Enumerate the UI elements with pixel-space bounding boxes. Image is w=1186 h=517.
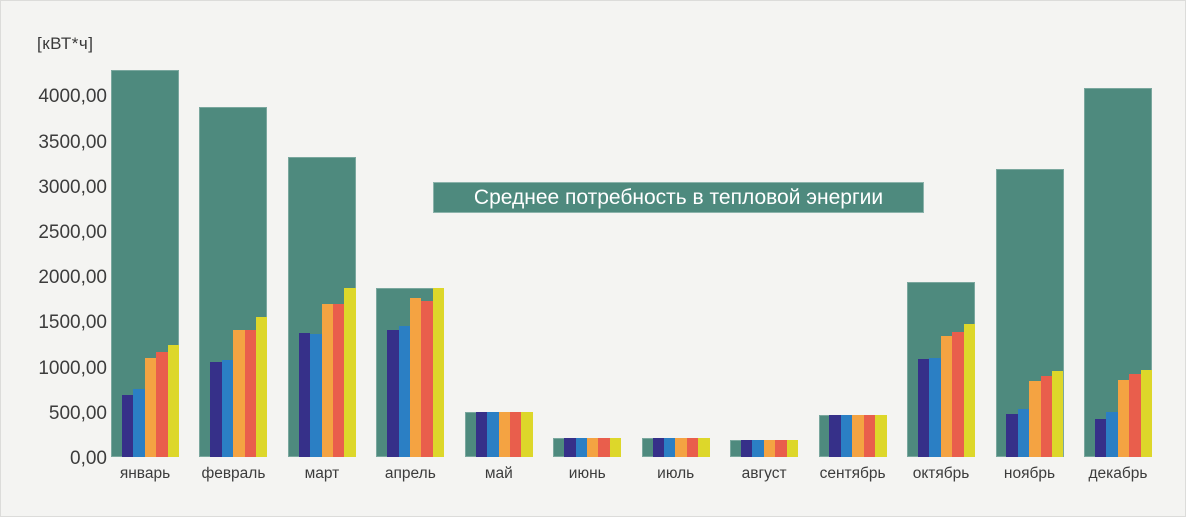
y-tick-label: 2000,00 xyxy=(38,267,107,289)
series-bar xyxy=(1094,419,1107,457)
series-bar xyxy=(598,438,610,457)
y-tick-label: 1000,00 xyxy=(38,357,107,379)
series-bar xyxy=(564,438,576,457)
x-category-label: май xyxy=(484,465,513,482)
chart-title: Среднее потребность в тепловой энергии xyxy=(433,182,924,213)
series-bar xyxy=(210,362,222,457)
series-bar xyxy=(432,287,445,457)
y-tick-label: 0,00 xyxy=(70,448,107,469)
series-bar xyxy=(786,439,799,457)
series-bar xyxy=(1140,370,1152,457)
x-category-label: июль xyxy=(657,465,695,482)
series-bar xyxy=(498,411,510,457)
x-category-label: октябрь xyxy=(912,465,970,482)
series-bar xyxy=(1006,413,1018,457)
x-category-label: декабрь xyxy=(1088,465,1148,482)
series-bar xyxy=(963,324,976,457)
series-bar xyxy=(1040,375,1053,457)
series-bar xyxy=(521,411,533,457)
x-category-label: март xyxy=(304,465,340,482)
series-bar xyxy=(586,438,599,457)
y-axis-unit-label: [кВТ*ч] xyxy=(37,34,94,53)
y-tick-label: 1500,00 xyxy=(38,312,107,334)
y-tick-label: 500,00 xyxy=(48,402,107,424)
series-bar xyxy=(917,359,930,457)
series-bar xyxy=(398,325,411,457)
series-bar xyxy=(1117,380,1130,457)
series-bar xyxy=(333,304,345,457)
x-category-label: апрель xyxy=(384,465,436,482)
series-bar xyxy=(387,329,399,457)
series-bar xyxy=(244,329,256,457)
y-tick-label: 2500,00 xyxy=(38,222,107,243)
series-bar xyxy=(575,438,587,457)
series-bar xyxy=(256,316,268,457)
series-bar xyxy=(763,439,776,457)
series-bar xyxy=(221,360,234,457)
series-bar xyxy=(233,330,245,457)
x-category-label: август xyxy=(741,465,787,482)
series-bar xyxy=(852,415,864,457)
series-bar xyxy=(310,334,322,457)
y-tick-label: 4000,00 xyxy=(38,86,107,108)
series-bar xyxy=(698,438,710,457)
series-bar xyxy=(144,357,157,457)
series-bar xyxy=(929,358,941,457)
series-bar xyxy=(952,332,964,457)
series-bar xyxy=(752,439,764,457)
x-category-label: февраль xyxy=(201,465,266,482)
series-bar xyxy=(475,411,488,457)
series-bar xyxy=(1052,371,1064,457)
series-bar xyxy=(775,439,787,457)
series-bar xyxy=(344,287,356,457)
series-bar xyxy=(686,438,699,457)
x-category-label: ноябрь xyxy=(1003,465,1056,482)
series-bar xyxy=(321,304,334,457)
series-bar xyxy=(840,415,853,457)
series-bar xyxy=(1017,409,1030,457)
x-category-label: июнь xyxy=(568,465,606,482)
series-bar xyxy=(167,344,179,457)
series-bar xyxy=(509,411,522,457)
series-bar xyxy=(863,415,876,457)
x-category-label: сентябрь xyxy=(819,465,886,482)
y-tick-label: 3500,00 xyxy=(38,131,107,153)
series-bar xyxy=(940,335,953,457)
series-bar xyxy=(421,300,433,457)
series-bar xyxy=(1029,381,1041,457)
series-bar xyxy=(609,438,622,457)
series-bar xyxy=(741,439,753,457)
x-category-label: январь xyxy=(119,465,171,482)
series-bar xyxy=(487,411,499,457)
series-bar xyxy=(663,438,676,457)
series-bar xyxy=(133,389,145,457)
series-bar xyxy=(410,297,422,457)
series-bar xyxy=(829,415,841,457)
series-bar xyxy=(875,415,887,457)
series-bar xyxy=(1129,373,1141,457)
series-bar xyxy=(1106,411,1118,457)
series-bar xyxy=(675,438,687,457)
series-bar xyxy=(121,394,134,457)
series-bar xyxy=(156,352,168,457)
series-bar xyxy=(652,438,664,457)
y-tick-label: 3000,00 xyxy=(38,176,107,198)
series-bar xyxy=(298,333,311,457)
